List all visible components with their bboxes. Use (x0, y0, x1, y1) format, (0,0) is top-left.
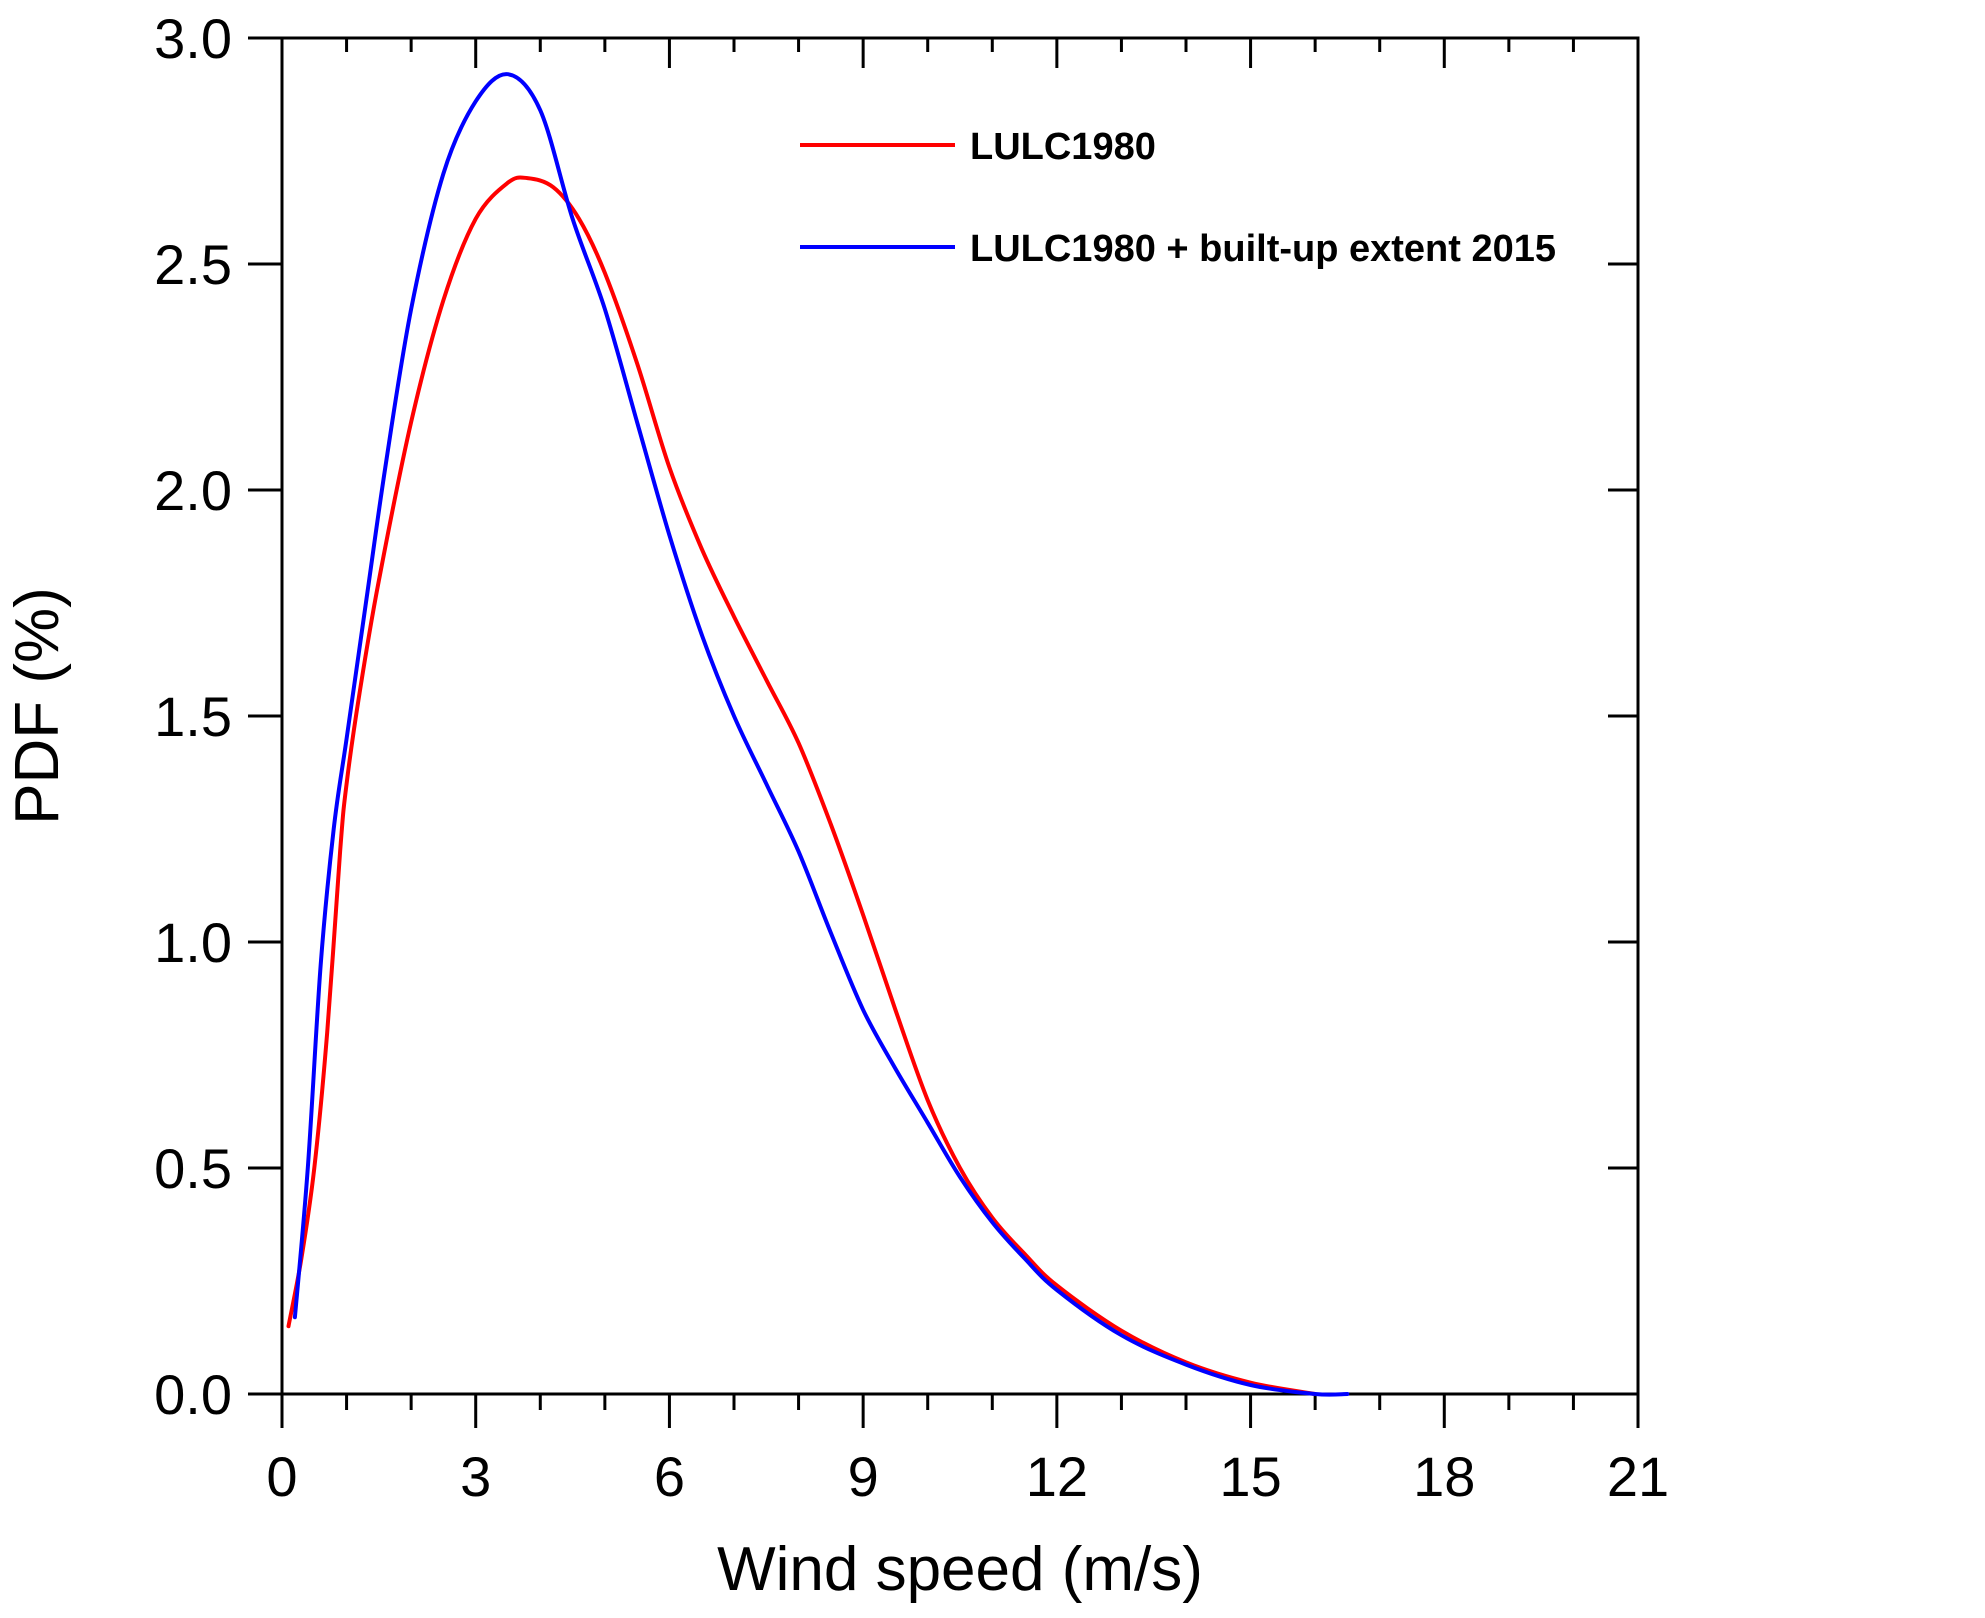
series-line-1 (286, 175, 1318, 1396)
series-lines (286, 72, 1350, 1397)
y-tick-label: 0.0 (154, 1363, 232, 1426)
y-tick-label: 2.0 (154, 459, 232, 522)
legend-label-1: LULC1980 (970, 126, 1156, 168)
legend-label-2: LULC1980 + built-up extent 2015 (970, 228, 1556, 270)
y-tick-label: 2.5 (154, 233, 232, 296)
x-tick-label: 9 (848, 1445, 879, 1508)
x-tick-label: 21 (1607, 1445, 1669, 1508)
x-tick-label: 3 (460, 1445, 491, 1508)
x-tick-label: 18 (1413, 1445, 1475, 1508)
x-tick-label: 12 (1026, 1445, 1088, 1508)
x-axis-title: Wind speed (m/s) (717, 1535, 1203, 1604)
axis-ticks: 0 3 6 9 12 15 18 21 0.0 0.5 1.0 1.5 2.0 2.5 3.0 (154, 7, 1669, 1508)
series-line-2 (292, 72, 1350, 1397)
legend: LULC1980 LULC1980 + built-up extent 2015 (800, 126, 1556, 270)
x-tick-label: 15 (1219, 1445, 1281, 1508)
y-tick-label: 0.5 (154, 1137, 232, 1200)
x-tick-label: 0 (266, 1445, 297, 1508)
y-tick-label: 1.0 (154, 911, 232, 974)
y-axis-title: PDF (%) (3, 587, 72, 825)
y-tick-label: 1.5 (154, 685, 232, 748)
y-tick-label: 3.0 (154, 7, 232, 70)
x-tick-label: 6 (654, 1445, 685, 1508)
